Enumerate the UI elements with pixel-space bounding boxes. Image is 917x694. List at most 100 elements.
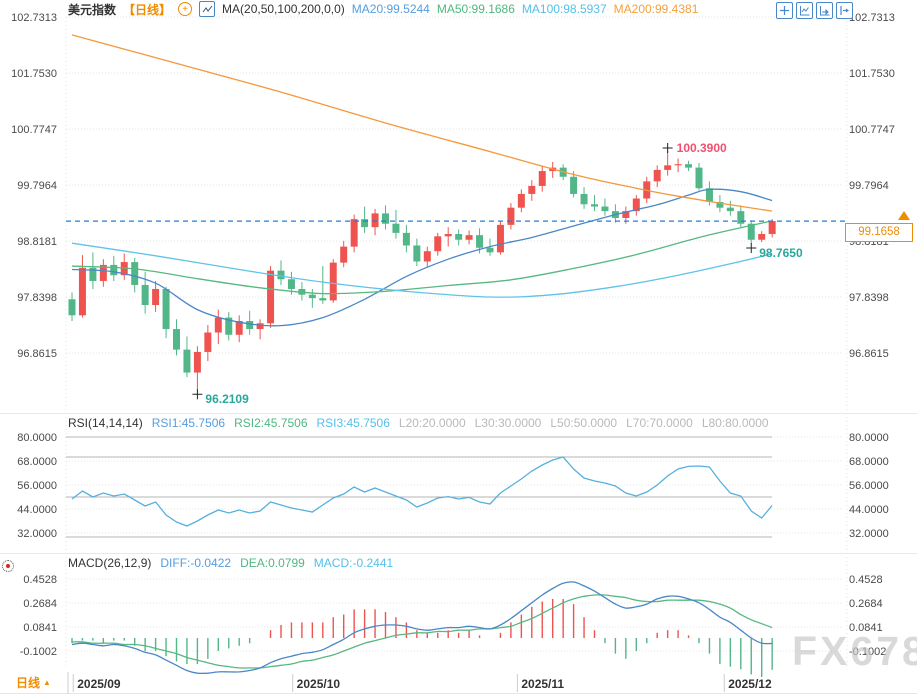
candle-body [131, 262, 139, 285]
price-up-arrow-icon [898, 211, 910, 220]
candle-body [183, 349, 191, 373]
candle-body [507, 207, 515, 225]
candle-body [486, 247, 494, 253]
period-tag[interactable]: 【日线】 [123, 2, 172, 17]
month-label: 2025/11 [521, 677, 564, 691]
svg-text:99.7964: 99.7964 [849, 180, 889, 192]
macd-title: MACD(26,12,9) [68, 555, 152, 570]
svg-text:100.7747: 100.7747 [11, 124, 57, 136]
rsi-l70-value: L70:70.0000 [626, 415, 693, 430]
ma100-value: MA100:98.5937 [521, 2, 607, 16]
candle-body [496, 224, 504, 253]
month-label: 2025/12 [728, 677, 772, 691]
svg-text:-0.1002: -0.1002 [20, 646, 57, 658]
candle-body [308, 294, 316, 299]
period-selector-button[interactable]: 日线 ▲ [0, 672, 67, 693]
ma50-line [71, 220, 773, 295]
candle-body [256, 323, 264, 330]
candle-body [444, 234, 452, 237]
candle-body [580, 193, 588, 205]
candle-body [214, 317, 222, 333]
go-to-latest-icon[interactable] [836, 2, 853, 19]
macd-legend: MACD(26,12,9) DIFF:-0.0422 DEA:0.0799 MA… [68, 555, 393, 570]
candle-body [402, 232, 410, 246]
indicator-settings-icon[interactable] [199, 1, 216, 17]
candle-body [361, 219, 369, 228]
svg-text:68.0000: 68.0000 [849, 456, 889, 468]
current-price-line [66, 211, 910, 222]
candle-body [685, 164, 693, 168]
ma-settings-label: MA(20,50,100,200,0,0) [222, 2, 345, 16]
candle-body [747, 223, 755, 240]
svg-text:56.0000: 56.0000 [849, 480, 889, 492]
svg-text:32.0000: 32.0000 [17, 528, 57, 540]
svg-text:44.0000: 44.0000 [17, 504, 57, 516]
candle-body [726, 207, 734, 212]
svg-text:80.0000: 80.0000 [17, 432, 57, 444]
svg-text:0.4528: 0.4528 [23, 574, 57, 586]
svg-text:101.7530: 101.7530 [849, 68, 895, 80]
candle-body [622, 211, 630, 218]
svg-text:99.7964: 99.7964 [17, 180, 57, 192]
svg-text:0.2684: 0.2684 [23, 598, 57, 610]
candle-body [716, 201, 724, 208]
candle-body [517, 193, 525, 208]
svg-text:44.0000: 44.0000 [849, 504, 889, 516]
svg-text:96.8615: 96.8615 [849, 348, 889, 360]
candle-body [225, 317, 233, 335]
candle-body [152, 288, 160, 306]
svg-text:80.0000: 80.0000 [849, 432, 889, 444]
svg-text:102.7313: 102.7313 [849, 12, 895, 24]
svg-text:-0.1002: -0.1002 [849, 646, 886, 658]
dea-line [71, 594, 773, 669]
watermark: FX678 [792, 628, 917, 674]
zigzag-line-icon [202, 5, 212, 12]
svg-text:96.8615: 96.8615 [17, 348, 57, 360]
candle-body [695, 167, 703, 189]
month-label: 2025/09 [77, 677, 121, 691]
ma100-line [71, 242, 773, 298]
candle-body [591, 204, 598, 207]
rsi-legend: RSI(14,14,14) RSI1:45.7506 RSI2:45.7506 … [68, 415, 769, 430]
candle-body [653, 169, 661, 182]
candle-body [737, 211, 745, 224]
period-selector-label: 日线 [16, 676, 41, 690]
macd-macd-value: MACD:-0.2441 [313, 555, 394, 570]
date-axis: 2025/09 2025/10 2025/11 2025/12 [67, 672, 772, 694]
indicator-marker-icon[interactable] [2, 560, 14, 572]
candle-body [267, 270, 275, 324]
candle-body [570, 176, 578, 194]
scale-right-icon[interactable] [816, 2, 833, 19]
low-cross-marker [192, 389, 203, 400]
candle-body [340, 246, 348, 263]
candles [68, 151, 776, 391]
candle-body [78, 267, 86, 316]
rsi2-value: RSI2:45.7506 [234, 415, 308, 430]
crosshair-pan-icon[interactable] [776, 2, 793, 19]
high-price-label: 100.3900 [676, 141, 727, 156]
macd-dea-value: DEA:0.0799 [240, 555, 305, 570]
auto-scale-icon[interactable] [796, 2, 813, 19]
ma200-line [71, 34, 773, 212]
candle-body [465, 235, 473, 240]
candle-body [141, 284, 149, 306]
candle-body [382, 213, 389, 224]
svg-text:56.0000: 56.0000 [17, 480, 57, 492]
candle-body [632, 198, 640, 212]
price-grid: 102.7313 102.7313 101.7530 101.7530 100.7747… [11, 12, 895, 360]
candle-body [538, 171, 546, 186]
panel-separators [0, 17, 917, 694]
candle-body [705, 188, 713, 202]
ma200-value: MA200:99.4381 [613, 2, 699, 16]
svg-text:0.4528: 0.4528 [849, 574, 883, 586]
add-compare-icon[interactable]: + [178, 2, 193, 16]
svg-text:32.0000: 32.0000 [849, 528, 889, 540]
svg-text:97.8398: 97.8398 [849, 292, 889, 304]
candle-body [329, 262, 337, 301]
low-cross-marker [746, 243, 757, 254]
main-chart-legend: 美元指数 【日线】 + MA(20,50,100,200,0,0) MA20:9… [68, 1, 698, 17]
candle-body [371, 213, 379, 228]
rsi-l20-value: L20:20.0000 [398, 415, 466, 430]
svg-text:97.8398: 97.8398 [17, 292, 57, 304]
